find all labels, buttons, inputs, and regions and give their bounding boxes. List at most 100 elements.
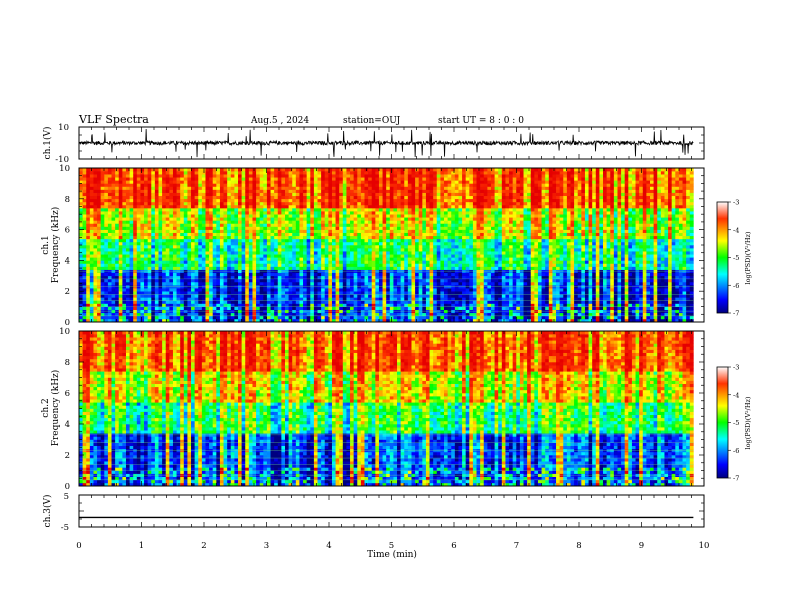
spectrogram-cell bbox=[115, 195, 120, 200]
spectrogram-cell bbox=[407, 174, 412, 178]
spectrogram-cell bbox=[79, 272, 83, 277]
spectrogram-cell bbox=[227, 263, 232, 267]
spectrogram-cell bbox=[295, 285, 300, 289]
spectrogram-cell bbox=[183, 248, 188, 252]
spectrogram-cell bbox=[129, 211, 134, 215]
spectrogram-cell bbox=[79, 300, 83, 304]
spectrogram-cell bbox=[382, 183, 387, 187]
spectrogram-cell bbox=[415, 208, 420, 212]
spectrogram-cell bbox=[393, 278, 398, 283]
spectrogram-cell bbox=[386, 312, 391, 317]
spectrogram-cell bbox=[82, 235, 87, 240]
spectrogram-cell bbox=[324, 288, 329, 292]
spectrogram-cell bbox=[89, 180, 94, 184]
spectrogram-cell bbox=[183, 174, 188, 178]
spectrogram-cell bbox=[411, 226, 416, 230]
spectrogram-cell bbox=[111, 211, 116, 215]
spectrogram-cell bbox=[151, 285, 156, 289]
spectrogram-cell bbox=[313, 245, 318, 249]
spectrogram-cell bbox=[245, 168, 250, 172]
spectrogram-cell bbox=[107, 248, 112, 252]
spectrogram-cell bbox=[313, 309, 318, 314]
spectrogram-cell bbox=[252, 192, 257, 197]
spectrogram-cell bbox=[169, 229, 174, 233]
spectrogram-cell bbox=[378, 211, 383, 215]
spectrogram-cell bbox=[404, 303, 409, 307]
spectrogram-cell bbox=[317, 238, 322, 243]
spectrogram-cell bbox=[324, 189, 329, 193]
spectrogram-cell bbox=[295, 201, 300, 206]
spectrogram-cell bbox=[422, 201, 427, 206]
spectrogram-cell bbox=[364, 217, 369, 221]
spectrogram-cell bbox=[176, 241, 181, 246]
spectrogram-cell bbox=[303, 171, 307, 175]
spectrogram-cell bbox=[151, 245, 156, 249]
spectrogram-cell bbox=[285, 245, 289, 249]
spectrogram-cell bbox=[252, 186, 257, 190]
spectrogram-cell bbox=[303, 189, 307, 193]
spectrogram-cell bbox=[277, 266, 282, 270]
spectrogram-cell bbox=[79, 303, 83, 307]
spectrogram-cell bbox=[368, 211, 373, 215]
spectrogram-cell bbox=[256, 318, 260, 323]
spectrogram-cell bbox=[404, 180, 409, 184]
spectrogram-cell bbox=[389, 297, 394, 301]
spectrogram-cell bbox=[404, 208, 409, 212]
spectrogram-cell bbox=[154, 241, 159, 246]
spectrogram-cell bbox=[353, 254, 358, 258]
spectrogram-cell bbox=[321, 248, 326, 252]
spectrogram-cell bbox=[151, 306, 156, 310]
spectrogram-cell bbox=[93, 198, 98, 203]
spectrogram-cell bbox=[295, 171, 300, 175]
spectrogram-cell bbox=[306, 288, 311, 292]
spectrogram-cell bbox=[219, 226, 224, 230]
spectrogram-cell bbox=[147, 189, 152, 193]
spectrogram-cell bbox=[89, 309, 94, 314]
spectrogram-cell bbox=[270, 238, 275, 243]
spectrogram-cell bbox=[136, 291, 141, 295]
spectrogram-cell bbox=[350, 248, 354, 252]
spectrogram-cell bbox=[180, 235, 185, 240]
spectrogram-cell bbox=[223, 266, 228, 270]
spectrogram-cell bbox=[407, 272, 412, 277]
spectrogram-cell bbox=[400, 229, 405, 233]
spectrogram-cell bbox=[136, 208, 141, 212]
spectrogram-cell bbox=[180, 306, 185, 310]
spectrogram-cell bbox=[79, 294, 83, 298]
spectrogram-cell bbox=[331, 204, 336, 209]
spectrogram-cell bbox=[288, 275, 293, 280]
spectrogram-cell bbox=[147, 318, 152, 323]
spectrogram-cell bbox=[281, 238, 286, 243]
spectrogram-cell bbox=[295, 300, 300, 304]
spectrogram-cell bbox=[205, 300, 210, 304]
spectrogram-cell bbox=[335, 315, 340, 320]
spectrogram-cell bbox=[122, 281, 127, 286]
spectrogram-cell bbox=[295, 248, 300, 252]
spectrogram-cell bbox=[375, 180, 380, 184]
spectrogram-cell bbox=[194, 201, 199, 206]
spectrogram-cell bbox=[285, 278, 289, 283]
spectrogram-cell bbox=[79, 306, 83, 310]
spectrogram-cell bbox=[165, 204, 170, 209]
spectrogram-cell bbox=[219, 285, 224, 289]
spectrogram-cell bbox=[328, 248, 333, 252]
spectrogram-cell bbox=[212, 226, 217, 230]
spectrogram-cell bbox=[389, 288, 394, 292]
spectrogram-cell bbox=[111, 303, 116, 307]
spectrogram-cell bbox=[429, 272, 434, 277]
spectrogram-cell bbox=[241, 214, 246, 218]
spectrogram-cell bbox=[176, 285, 181, 289]
spectrogram-cell bbox=[219, 211, 224, 215]
spectrogram-cell bbox=[292, 232, 297, 237]
spectrogram-cell bbox=[295, 223, 300, 227]
spectrogram-cell bbox=[107, 300, 112, 304]
spectrogram-cell bbox=[158, 266, 163, 270]
spectrogram-cell bbox=[194, 269, 199, 274]
spectrogram-cell bbox=[259, 189, 264, 193]
spectrogram-cell bbox=[180, 257, 185, 261]
spectrogram-cell bbox=[400, 189, 405, 193]
spectrogram-cell bbox=[238, 297, 242, 301]
spectrogram-cell bbox=[339, 275, 344, 280]
spectrogram-cell bbox=[86, 266, 91, 270]
spectrogram-cell bbox=[418, 241, 423, 246]
